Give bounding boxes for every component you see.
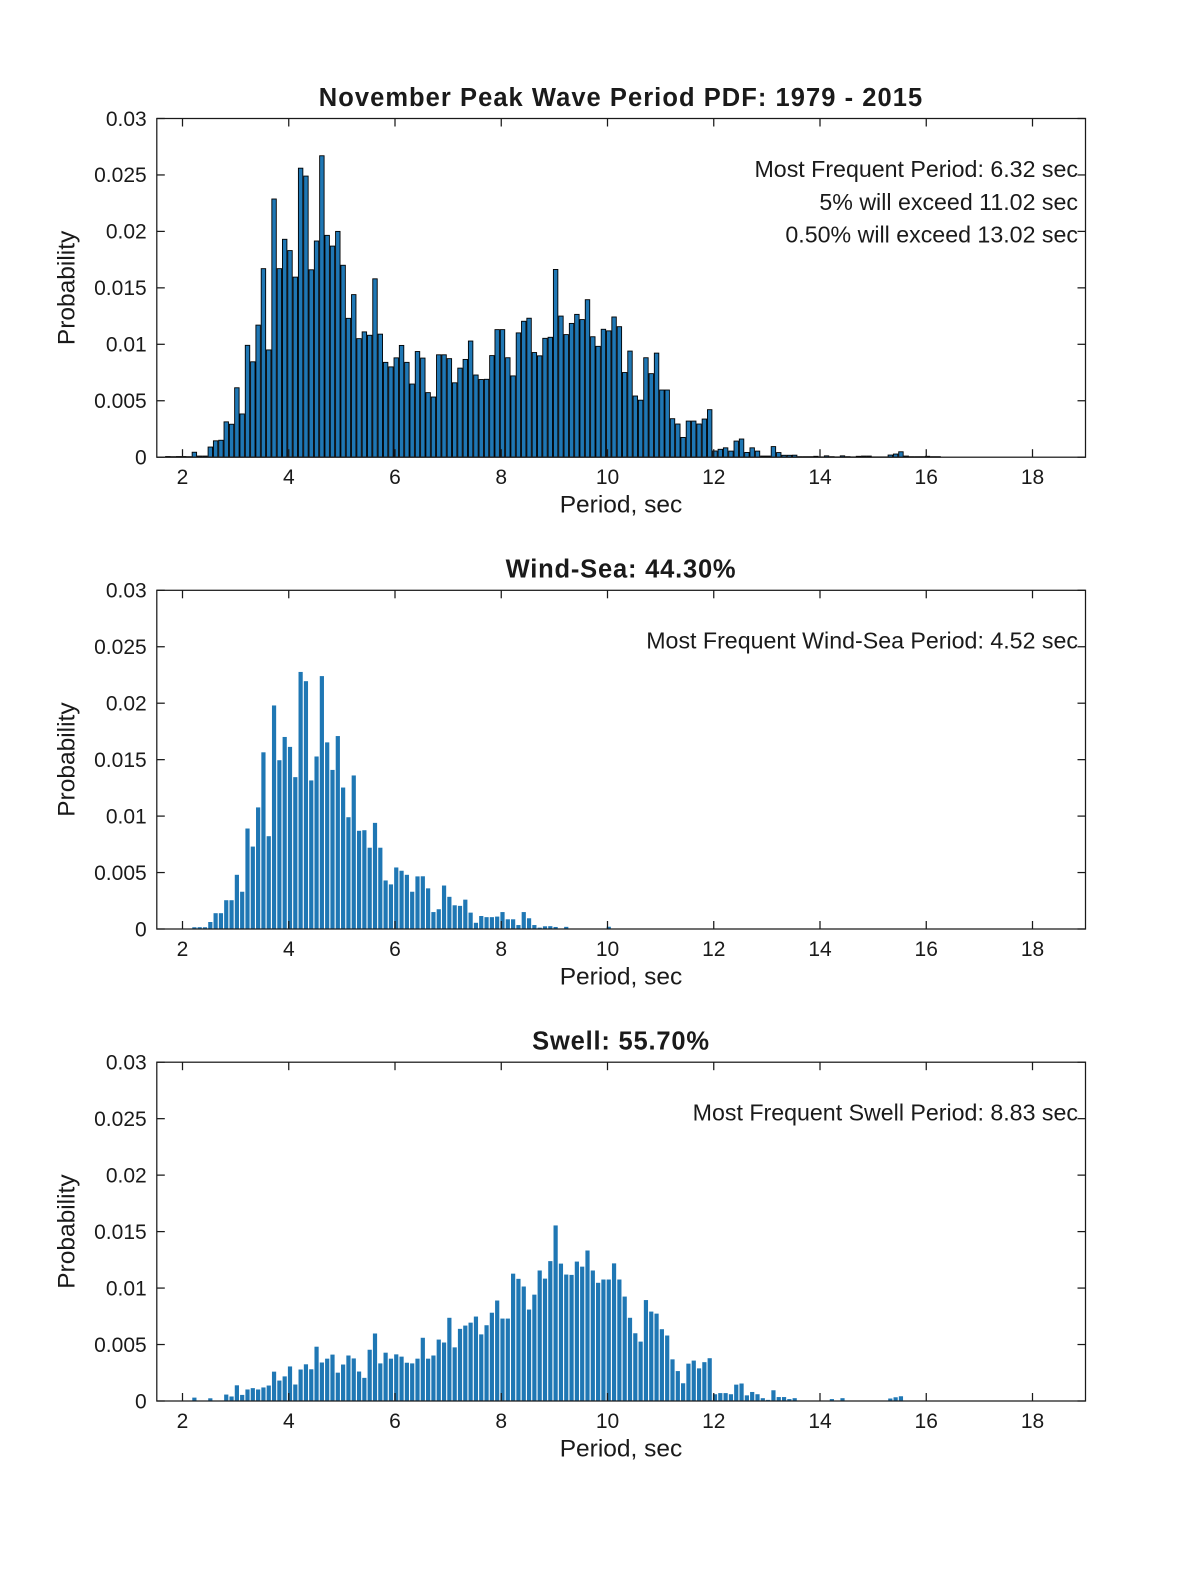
svg-text:2: 2 (177, 1410, 189, 1433)
svg-text:0.02: 0.02 (106, 693, 147, 716)
svg-text:0.03: 0.03 (106, 580, 147, 603)
svg-text:Probability: Probability (54, 1174, 81, 1289)
svg-text:14: 14 (808, 938, 832, 961)
svg-text:0: 0 (135, 918, 147, 941)
svg-text:Most Frequent Wind-Sea Period:: Most Frequent Wind-Sea Period: 4.52 sec (646, 628, 1078, 654)
svg-text:0.03: 0.03 (106, 108, 147, 131)
svg-text:6: 6 (389, 1410, 401, 1433)
svg-text:0.025: 0.025 (94, 1108, 147, 1131)
svg-text:8: 8 (495, 466, 507, 489)
svg-text:Swell: 55.70%: Swell: 55.70% (532, 1027, 710, 1055)
svg-text:12: 12 (702, 466, 725, 489)
svg-text:0.01: 0.01 (106, 805, 147, 828)
svg-text:18: 18 (1021, 466, 1044, 489)
svg-text:0.01: 0.01 (106, 334, 147, 357)
svg-text:Probability: Probability (54, 702, 81, 817)
svg-text:Period, sec: Period, sec (560, 963, 683, 990)
svg-text:Wind-Sea: 44.30%: Wind-Sea: 44.30% (506, 556, 737, 584)
svg-text:0.015: 0.015 (94, 749, 147, 772)
svg-text:0.005: 0.005 (94, 1334, 147, 1357)
svg-text:Most Frequent Period: 6.32 sec: Most Frequent Period: 6.32 sec (754, 156, 1078, 182)
svg-text:14: 14 (808, 1410, 832, 1433)
svg-text:4: 4 (283, 938, 295, 961)
svg-text:0.025: 0.025 (94, 636, 147, 659)
svg-text:16: 16 (915, 938, 938, 961)
svg-text:0.005: 0.005 (94, 862, 147, 885)
svg-text:14: 14 (808, 466, 832, 489)
svg-text:4: 4 (283, 466, 295, 489)
svg-text:0.03: 0.03 (106, 1052, 147, 1075)
svg-text:18: 18 (1021, 1410, 1044, 1433)
svg-text:6: 6 (389, 938, 401, 961)
svg-text:2: 2 (177, 938, 189, 961)
svg-text:16: 16 (915, 1410, 938, 1433)
svg-text:0: 0 (135, 1390, 147, 1413)
svg-text:0.005: 0.005 (94, 390, 147, 413)
svg-text:0.02: 0.02 (106, 1164, 147, 1187)
svg-text:10: 10 (596, 1410, 619, 1433)
svg-text:5% will exceed 11.02 sec: 5% will exceed 11.02 sec (819, 189, 1078, 215)
svg-text:0.50% will exceed 13.02 sec: 0.50% will exceed 13.02 sec (785, 222, 1078, 248)
svg-text:4: 4 (283, 1410, 295, 1433)
svg-text:16: 16 (915, 466, 938, 489)
svg-text:Period, sec: Period, sec (560, 1435, 683, 1462)
svg-text:0.01: 0.01 (106, 1277, 147, 1300)
svg-text:12: 12 (702, 938, 725, 961)
svg-text:12: 12 (702, 1410, 725, 1433)
svg-text:0: 0 (135, 447, 147, 470)
svg-text:Period, sec: Period, sec (560, 492, 683, 519)
svg-text:18: 18 (1021, 938, 1044, 961)
svg-text:10: 10 (596, 466, 619, 489)
svg-text:0.025: 0.025 (94, 164, 147, 187)
svg-text:0.015: 0.015 (94, 277, 147, 300)
svg-text:10: 10 (596, 938, 619, 961)
svg-text:Probability: Probability (54, 230, 81, 345)
svg-text:0.015: 0.015 (94, 1221, 147, 1244)
svg-text:Most Frequent Swell Period: 8.: Most Frequent Swell Period: 8.83 sec (693, 1099, 1078, 1125)
svg-text:November Peak Wave Period PDF:: November Peak Wave Period PDF: 1979 - 20… (319, 84, 923, 112)
svg-text:8: 8 (495, 1410, 507, 1433)
svg-text:6: 6 (389, 466, 401, 489)
svg-text:0.02: 0.02 (106, 221, 147, 244)
svg-text:2: 2 (177, 466, 189, 489)
svg-text:8: 8 (495, 938, 507, 961)
